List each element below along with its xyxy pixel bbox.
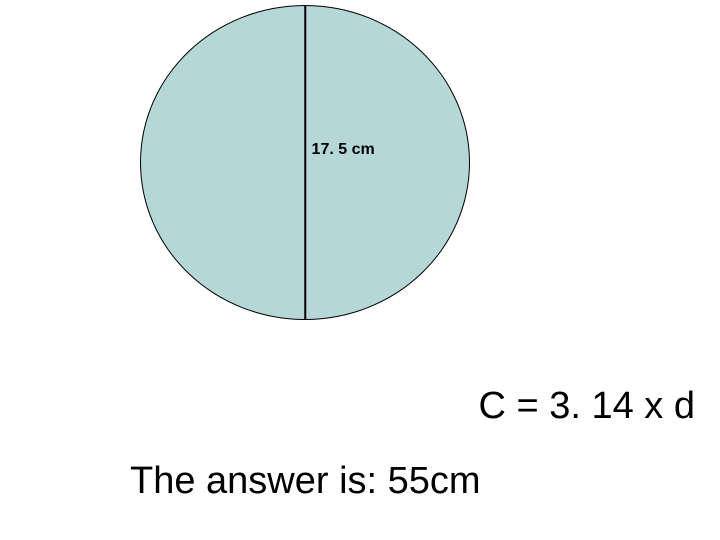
circle-diagram: 17. 5 cm: [140, 5, 470, 320]
diameter-label: 17. 5 cm: [312, 141, 375, 159]
circle-shape: 17. 5 cm: [140, 5, 470, 320]
formula-text: C = 3. 14 x d: [478, 385, 695, 428]
diameter-line: [304, 6, 306, 319]
answer-text: The answer is: 55cm: [130, 460, 481, 503]
